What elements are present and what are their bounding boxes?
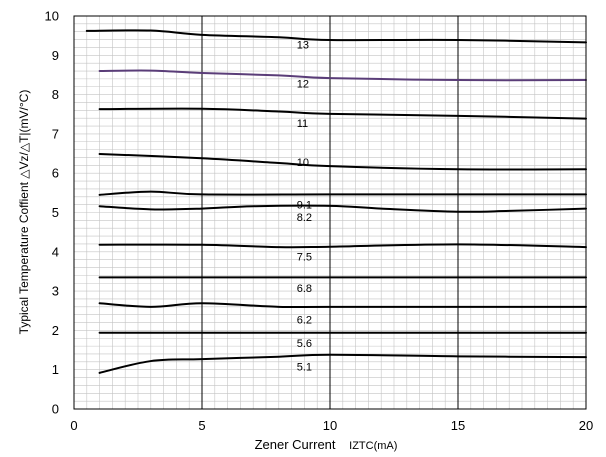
x-axis-label-main: Zener Current: [255, 437, 336, 452]
x-axis-label: Zener Current IZTC(mA): [255, 437, 398, 452]
y-tick-label: 7: [52, 126, 59, 141]
series-line-8-2: [98, 204, 587, 213]
x-tick-label: 10: [323, 418, 337, 433]
series-label-9-1: 9.1: [297, 200, 312, 212]
y-tick-label: 9: [52, 48, 59, 63]
series-label-6-8: 6.8: [297, 283, 312, 295]
y-tick-label: 3: [52, 284, 59, 299]
series-labels: 13 12 11 10 9.18.2 7.5 6.8 6.2 5.6 5.1: [297, 39, 312, 373]
series-line-5-1: [98, 353, 587, 374]
series-line-11: [98, 107, 587, 120]
series-line-7-5: [98, 243, 587, 249]
series-label-12: 12: [297, 79, 309, 91]
y-tick-label: 0: [52, 402, 59, 417]
y-tick-label: 4: [52, 244, 59, 259]
series-line-9-1: [98, 190, 587, 196]
x-tick-label: 20: [579, 418, 593, 433]
series-line-13: [85, 29, 587, 44]
series-line-12: [98, 69, 587, 82]
x-axis-label-sub: IZTC(mA): [349, 440, 397, 452]
series-label-7-5: 7.5: [297, 252, 312, 264]
series-line-6-2: [98, 302, 587, 309]
series-label-5-1: 5.1: [297, 362, 312, 374]
y-tick-label: 10: [45, 9, 59, 24]
series-label-10: 10: [297, 157, 309, 169]
series-label-13: 13: [297, 39, 309, 51]
x-tick-label: 0: [70, 418, 77, 433]
y-tick-label: 2: [52, 323, 59, 338]
y-axis-label: Typical Temperature Coffient △Vz/△T|(mV/…: [17, 90, 31, 335]
y-tick-label: 5: [52, 205, 59, 220]
x-tick-labels: 0 5 10 15 20: [70, 418, 593, 433]
series-label-8-2: 8.2: [297, 212, 312, 224]
x-tick-label: 5: [198, 418, 205, 433]
y-tick-label: 8: [52, 87, 59, 102]
x-tick-label: 15: [451, 418, 465, 433]
series-layer: [85, 29, 587, 374]
y-tick-label: 1: [52, 362, 59, 377]
plot-frame: [73, 15, 587, 410]
series-label-6-2: 6.2: [297, 314, 312, 326]
series-label-5-6: 5.6: [297, 338, 312, 350]
y-tick-label: 6: [52, 166, 59, 181]
series-line-10: [98, 152, 587, 171]
series-label-11: 11: [297, 118, 308, 130]
y-tick-labels: 0 1 2 3 4 5 6 7 8 9 10: [45, 9, 59, 417]
